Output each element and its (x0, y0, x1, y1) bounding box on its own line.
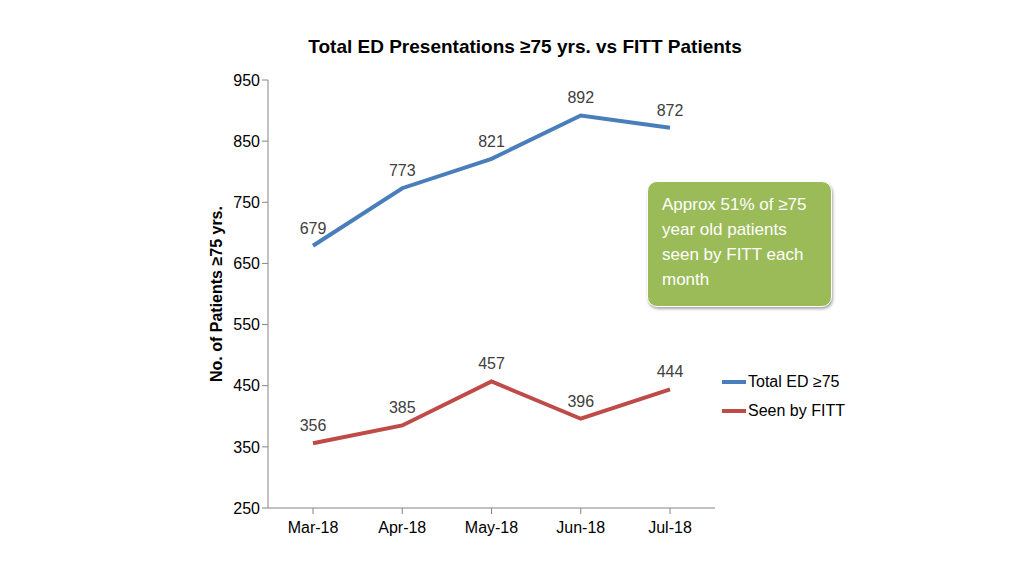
html-text:Total ED Presentations ≥75 yrs: Total ED Presentations ≥75 yrs. vs FITT … (308, 36, 742, 57)
svg-text:385: 385 (389, 399, 416, 416)
svg-text:773: 773 (389, 162, 416, 179)
svg-text:Jul-18: Jul-18 (648, 519, 692, 536)
svg-text:450: 450 (233, 377, 260, 394)
svg-text:444: 444 (657, 363, 684, 380)
svg-text:821: 821 (478, 133, 505, 150)
svg-text:350: 350 (233, 439, 260, 456)
html-text:Approx 51% of ≥75 year old pat: Approx 51% of ≥75 year old patients seen… (662, 195, 807, 289)
svg-text:Mar-18: Mar-18 (288, 519, 339, 536)
html-text:Total ED ≥75: Total ED ≥75 (748, 372, 840, 390)
svg-text:650: 650 (233, 255, 260, 272)
svg-text:Jun-18: Jun-18 (556, 519, 605, 536)
svg-text:679: 679 (300, 220, 327, 237)
svg-text:550: 550 (233, 316, 260, 333)
svg-text:850: 850 (233, 133, 260, 150)
html-text:Seen by FITT: Seen by FITT (748, 401, 845, 419)
svg-text:950: 950 (233, 72, 260, 89)
svg-text:892: 892 (567, 89, 594, 106)
svg-text:750: 750 (233, 194, 260, 211)
svg-text:872: 872 (657, 102, 684, 119)
svg-text:356: 356 (300, 417, 327, 434)
svg-text:396: 396 (567, 393, 594, 410)
svg-text:Apr-18: Apr-18 (378, 519, 426, 536)
svg-text:250: 250 (233, 500, 260, 517)
svg-text:No. of Patients ≥75 yrs.: No. of Patients ≥75 yrs. (208, 206, 225, 382)
svg-text:May-18: May-18 (465, 519, 518, 536)
svg-text:457: 457 (478, 355, 505, 372)
